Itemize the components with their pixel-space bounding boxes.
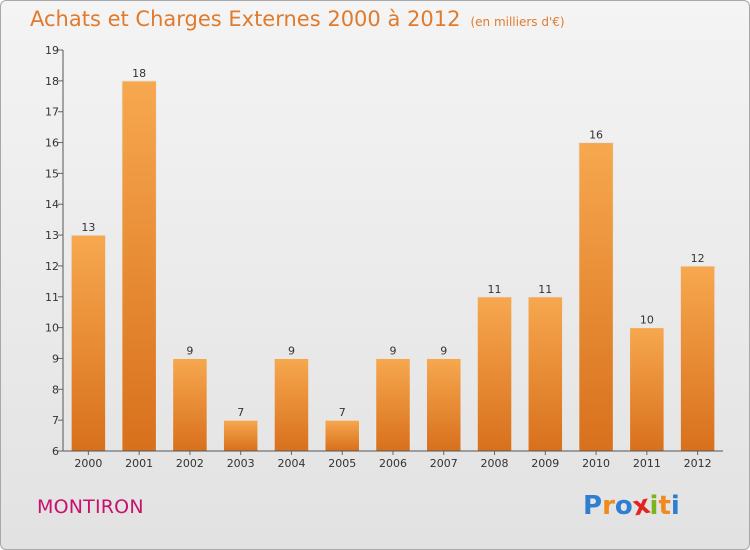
bar bbox=[273, 357, 310, 452]
logo-letter: P bbox=[583, 491, 603, 521]
bar-value-label: 11 bbox=[488, 283, 502, 296]
x-tick-label: 2001 bbox=[125, 457, 153, 470]
y-tick-label: 18 bbox=[45, 75, 59, 88]
y-tick-label: 11 bbox=[45, 291, 59, 304]
y-tick-label: 16 bbox=[45, 137, 59, 150]
y-tick-label: 7 bbox=[52, 414, 59, 427]
bar bbox=[476, 296, 513, 452]
y-tick-label: 10 bbox=[45, 322, 59, 335]
x-tick-label: 2007 bbox=[430, 457, 458, 470]
y-tick-label: 14 bbox=[45, 198, 59, 211]
bar bbox=[578, 142, 614, 452]
logo-letter: i bbox=[670, 491, 680, 521]
logo-letter: o bbox=[614, 491, 633, 521]
bar-value-label: 12 bbox=[691, 252, 705, 265]
y-tick-label: 6 bbox=[52, 445, 59, 458]
x-tick-label: 2005 bbox=[328, 457, 356, 470]
bar-value-label: 9 bbox=[288, 344, 295, 357]
bar-value-label: 10 bbox=[640, 314, 654, 327]
bar bbox=[679, 265, 716, 452]
bar-value-label: 7 bbox=[339, 406, 346, 419]
bar bbox=[426, 357, 462, 452]
x-tick-label: 2009 bbox=[531, 457, 559, 470]
bar bbox=[629, 327, 665, 452]
logo-letter: r bbox=[602, 491, 615, 521]
bar bbox=[172, 357, 208, 452]
bar-value-label: 13 bbox=[81, 221, 95, 234]
bar bbox=[375, 357, 411, 452]
chart-title: Achats et Charges Externes 2000 à 2012 (e… bbox=[30, 7, 565, 31]
bar-value-label: 9 bbox=[390, 344, 397, 357]
chart-unit: (en milliers d'€) bbox=[470, 15, 565, 29]
bar-value-label: 9 bbox=[440, 344, 447, 357]
bar-value-label: 16 bbox=[589, 129, 603, 142]
commune-name: MONTIRON bbox=[37, 496, 144, 518]
x-tick-label: 2002 bbox=[176, 457, 204, 470]
x-tick-label: 2000 bbox=[74, 457, 102, 470]
bar-value-label: 18 bbox=[132, 67, 146, 80]
bar bbox=[527, 296, 564, 452]
x-tick-label: 2006 bbox=[379, 457, 407, 470]
x-tick-label: 2012 bbox=[684, 457, 712, 470]
bar-value-label: 7 bbox=[237, 406, 244, 419]
bar bbox=[121, 80, 157, 452]
y-tick-label: 13 bbox=[45, 229, 59, 242]
logo-letter: i bbox=[649, 491, 659, 521]
x-tick-label: 2003 bbox=[227, 457, 255, 470]
x-tick-label: 2011 bbox=[633, 457, 661, 470]
y-tick-label: 8 bbox=[52, 383, 59, 396]
chart-title-text: Achats et Charges Externes 2000 à 2012 bbox=[30, 7, 461, 31]
y-tick-label: 9 bbox=[52, 352, 59, 365]
bar-value-label: 11 bbox=[538, 283, 552, 296]
x-tick-label: 2004 bbox=[277, 457, 305, 470]
bar bbox=[222, 419, 259, 452]
bar bbox=[70, 234, 107, 452]
x-tick-label: 2008 bbox=[481, 457, 509, 470]
bar bbox=[324, 419, 360, 452]
logo-letter: t bbox=[658, 491, 671, 521]
y-tick-label: 15 bbox=[45, 167, 59, 180]
y-tick-label: 12 bbox=[45, 260, 59, 273]
y-tick-label: 19 bbox=[45, 44, 59, 57]
y-tick-label: 17 bbox=[45, 106, 59, 119]
x-tick-label: 2010 bbox=[582, 457, 610, 470]
bar-value-label: 9 bbox=[186, 344, 193, 357]
proxiti-logo: Proxiti bbox=[583, 490, 680, 523]
